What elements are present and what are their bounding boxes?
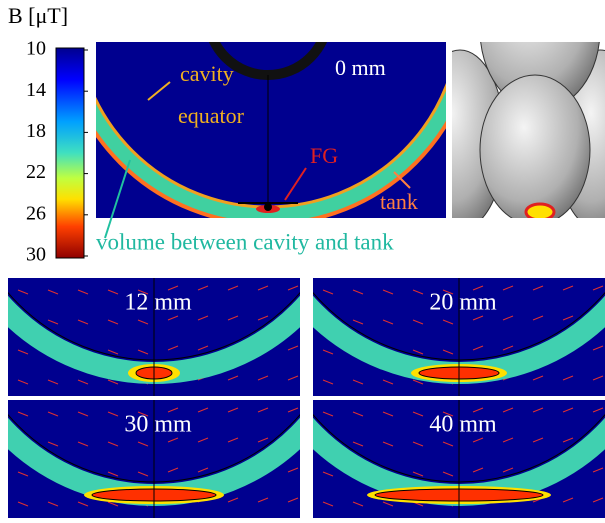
panel-label: 12 mm xyxy=(124,290,192,316)
colorbar-tick-label: 10 xyxy=(26,38,46,60)
colorbar xyxy=(56,48,84,258)
panel-label: 20 mm xyxy=(429,290,497,316)
annotation: cavity xyxy=(180,61,234,86)
colorbar-title: B [μT] xyxy=(8,3,68,28)
annotation: equator xyxy=(178,103,245,128)
panel-label: 40 mm xyxy=(429,412,497,438)
panel-label: 30 mm xyxy=(124,412,192,438)
colorbar-tick-label: 30 xyxy=(26,244,46,266)
panel-label: 0 mm xyxy=(335,55,386,80)
annotation: tank xyxy=(380,189,418,214)
colorbar-tick-label: 14 xyxy=(26,79,46,101)
fg-point xyxy=(264,203,272,211)
colorbar-tick-label: 26 xyxy=(26,202,46,224)
annotation: volume between cavity and tank xyxy=(96,229,394,254)
colorbar-tick-label: 22 xyxy=(26,161,46,183)
figure: B [μT] 101418222630 0 mm cavity equator … xyxy=(0,0,605,523)
colorbar-tick-label: 18 xyxy=(26,120,46,142)
annotation: FG xyxy=(310,143,338,168)
